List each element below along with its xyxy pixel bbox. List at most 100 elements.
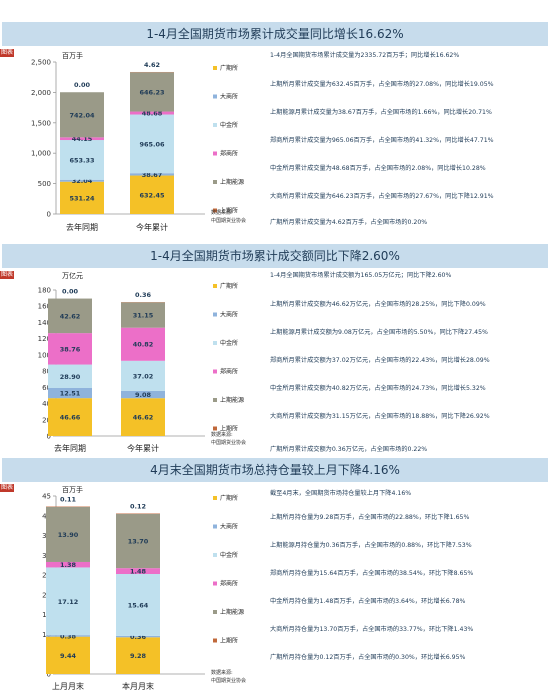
bar-segment <box>116 568 160 575</box>
note-ine: 上期能源月持仓量为0.36百万手，占全国市场的0.88%，环比下降7.53% <box>270 542 472 549</box>
y-tick-label: 0 <box>47 671 51 679</box>
note-gfex: 广期所月持仓量为0.12百万手，占全国市场的0.30%，环比增长6.95% <box>270 654 466 661</box>
bar-segment <box>130 173 174 176</box>
stacked-bar-chart-volume: 百万手 0 500 1,000 1,500 2,000 2,500 531.24 32.04 65… <box>31 51 246 232</box>
bar-segment <box>130 72 174 112</box>
data-label: 0.00 <box>74 81 91 89</box>
note-ine: 上期能源月累计成交量为38.67百万手，占全国市场的1.66%，同比增长20.7… <box>270 109 492 116</box>
stacked-bar-chart-open-interest: 百万手0510152025303540459.440.3817.121.3813… <box>42 485 246 691</box>
y-tick-label: 45 <box>42 493 51 501</box>
note-total: 1-4月全国期货市场累计成交额为165.05万亿元；同比下降2.60% <box>270 272 452 279</box>
note-cffex: 中金所月累计成交额为40.82万亿元，占全国市场的24.73%，同比增长5.32… <box>270 385 486 392</box>
data-label: 9.44 <box>60 652 77 660</box>
bar-segment <box>130 175 174 214</box>
bar-segment <box>48 298 92 334</box>
bar-segment <box>60 137 104 141</box>
panel-title: 1-4月全国期货市场累计成交额同比下降2.60% <box>2 244 548 268</box>
note-shfe: 上期所月累计成交额为46.62万亿元，占全国市场的28.25%，同比下降0.09… <box>270 301 486 308</box>
legend-label: 广期所 <box>220 494 238 502</box>
bar-segment <box>48 364 92 389</box>
legend-label: 中金所 <box>220 339 238 347</box>
bar-segment <box>116 513 160 569</box>
legend-label: 大商所 <box>220 93 238 101</box>
data-label: 46.62 <box>133 414 154 422</box>
y-tick-label: 1,500 <box>31 119 51 127</box>
bar-segment <box>46 561 90 568</box>
bar-segment <box>121 398 165 436</box>
y-tick-label: 20 <box>42 416 51 424</box>
legend-swatch <box>213 208 217 213</box>
panel-title: 4月末全国期货市场总持仓量较上月下降4.16% <box>2 458 548 482</box>
legend-swatch <box>213 123 217 127</box>
legend-swatch <box>213 66 217 70</box>
bar-segment <box>116 637 160 674</box>
data-label: 17.12 <box>58 598 79 606</box>
data-label: 12.51 <box>60 390 81 398</box>
panel-volume: 1-4月全国期货市场累计成交量同比增长16.62% 图表 百万手 0 500 1,00… <box>0 0 550 232</box>
y-tick-label: 0 <box>47 211 51 219</box>
data-label: 38.67 <box>142 171 163 179</box>
bar-segment <box>121 360 165 391</box>
y-axis-unit: 百万手 <box>62 485 83 494</box>
data-label: 632.45 <box>139 191 165 199</box>
legend-label: 郑商所 <box>220 580 238 588</box>
y-axis-unit: 百万手 <box>62 51 83 60</box>
legend-swatch <box>213 553 217 557</box>
bar-segment <box>46 567 90 636</box>
bar-segment <box>46 636 90 674</box>
y-tick-label: 180 <box>38 287 51 295</box>
legend-label: 郑商所 <box>220 368 238 376</box>
data-label: 0.00 <box>62 288 79 296</box>
data-label: 31.15 <box>133 312 154 320</box>
legend-label: 中金所 <box>220 551 238 559</box>
legend-label: 广期所 <box>220 64 238 72</box>
data-label: 0.12 <box>130 502 146 510</box>
data-label: 653.33 <box>69 156 94 164</box>
note-dce: 大商所月累计成交量为646.23百万手，占全国市场的27.67%，同比下降12.… <box>270 193 494 200</box>
bar-segment <box>60 140 104 180</box>
data-label: 9.28 <box>130 652 147 660</box>
x-tick-label: 去年同期 <box>54 443 86 453</box>
legend-swatch <box>213 341 217 345</box>
legend-swatch <box>213 610 217 614</box>
bar-segment <box>121 302 165 328</box>
note-czce: 郑商所月累计成交量为965.06百万手，占全国市场的41.32%，同比增长47.… <box>270 137 494 144</box>
legend-swatch <box>213 369 217 374</box>
data-label: 42.62 <box>60 312 81 320</box>
note-czce: 郑商所月累计成交额为37.02万亿元，占全国市场的22.43%，同比增长28.0… <box>270 357 490 364</box>
data-label: 742.04 <box>69 111 95 119</box>
legend-swatch <box>213 581 217 586</box>
data-label: 531.24 <box>69 194 95 202</box>
y-axis-unit: 万亿元 <box>62 271 83 280</box>
data-label: 46.66 <box>60 414 81 422</box>
legend-label: 上期所 <box>220 207 238 215</box>
data-label: 40.82 <box>133 341 154 349</box>
bar-segment <box>46 635 90 637</box>
chart-tag: 图表 <box>0 271 15 279</box>
data-label: 9.08 <box>135 391 152 399</box>
legend-swatch <box>213 151 217 156</box>
bar-segment <box>60 92 104 138</box>
note-total: 1-4月全国期货市场累计成交量为2335.72百万手；同比增长16.62% <box>270 52 460 59</box>
legend-label: 大商所 <box>220 311 238 319</box>
bar-segment <box>60 181 104 214</box>
data-label: 44.15 <box>72 135 93 143</box>
data-label: 13.70 <box>128 538 149 546</box>
note-shfe: 上期所月持仓量为9.28百万手，占全国市场的22.88%，环比下降1.65% <box>270 514 470 521</box>
chart-tag: 图表 <box>0 49 15 57</box>
note-dce: 大商所月累计成交额为31.15万亿元，占全国市场的18.88%，同比下降26.9… <box>270 413 490 420</box>
legend-label: 上期能源 <box>220 178 244 186</box>
source-label: 数据来源: <box>211 669 233 676</box>
data-label: 0.38 <box>60 632 77 640</box>
data-label: 37.02 <box>133 372 154 380</box>
panel-turnover: 1-4月全国期货市场累计成交额同比下降2.60% 图表 万亿元 0 20 40 60 80… <box>0 234 550 458</box>
bar-segment <box>116 574 160 636</box>
data-label: 0.36 <box>130 633 147 641</box>
x-tick-label: 去年同期 <box>66 222 98 232</box>
bar-segment <box>116 635 160 638</box>
bar-segment <box>130 114 174 174</box>
bar-segment <box>48 398 92 436</box>
bar-segment <box>121 390 165 399</box>
y-tick-label: 160 <box>38 303 51 311</box>
source-org: 中国期货业协会 <box>211 217 246 224</box>
